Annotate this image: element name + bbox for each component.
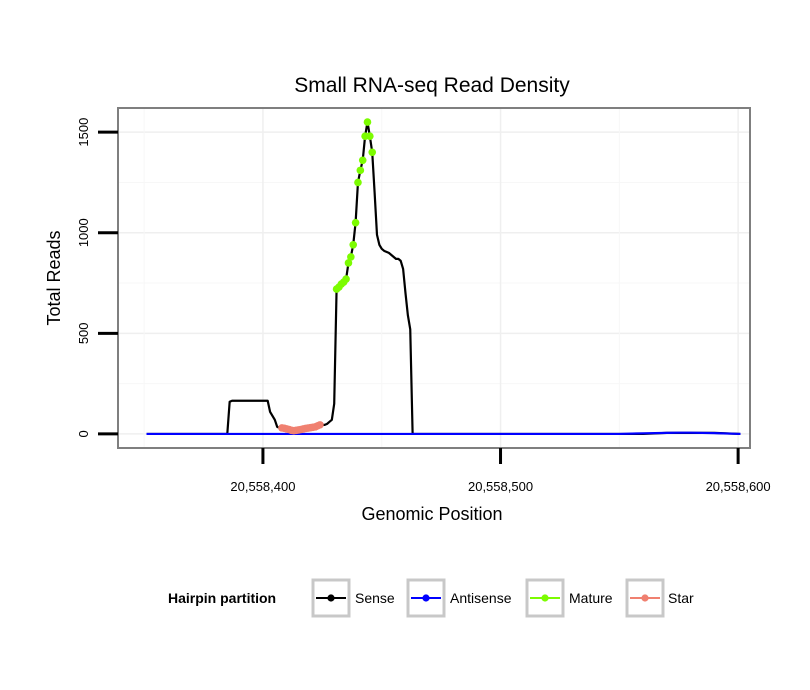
y-tick-label: 1000 <box>76 218 91 247</box>
x-axis-title: Genomic Position <box>361 504 502 524</box>
x-tick-label: 20,558,600 <box>706 479 771 494</box>
x-tick-label: 20,558,500 <box>468 479 533 494</box>
data-point-mature <box>351 218 360 227</box>
data-point-mature <box>342 275 350 283</box>
y-axis-title: Total Reads <box>44 230 64 325</box>
y-tick-label: 500 <box>76 322 91 344</box>
data-point-mature <box>368 148 377 157</box>
data-point-mature <box>358 156 367 165</box>
series-antisense <box>146 431 741 436</box>
legend-label: Mature <box>569 590 613 606</box>
legend: Hairpin partition Sense Antisense Mature St… <box>168 578 694 618</box>
plot-panel <box>117 107 751 449</box>
legend-key-marker <box>641 594 649 602</box>
y-tick-label: 0 <box>76 430 91 437</box>
legend-title: Hairpin partition <box>168 590 276 606</box>
series-star <box>278 421 324 435</box>
legend-key-marker <box>541 594 549 602</box>
series-sense <box>146 120 741 436</box>
legend-label: Sense <box>355 590 395 606</box>
data-point-mature <box>363 118 372 126</box>
data-point-mature <box>344 259 353 267</box>
x-tick-label: 20,558,400 <box>230 479 295 494</box>
data-point-mature <box>366 132 374 140</box>
legend-label: Star <box>668 590 694 606</box>
data-point-mature <box>356 166 365 175</box>
legend-entry-mature: Mature <box>525 578 613 618</box>
series-mature <box>332 118 377 293</box>
legend-key-marker <box>422 594 430 602</box>
y-tick-label: 1500 <box>76 118 91 147</box>
chart-title: Small RNA-seq Read Density <box>294 74 570 97</box>
series-line-antisense <box>146 431 741 436</box>
legend-key-marker <box>327 594 335 602</box>
data-point-mature <box>347 253 355 261</box>
legend-entry-antisense: Antisense <box>406 578 512 618</box>
series-line-sense <box>146 120 741 436</box>
legend-entry-star: Star <box>625 578 694 618</box>
axes: 20,558,400 20,558,500 20,558,600 0 500 1000 15… <box>76 118 771 494</box>
data-point-mature <box>349 241 358 249</box>
legend-label: Antisense <box>450 590 512 606</box>
legend-entry-sense: Sense <box>311 578 395 618</box>
series-layer <box>146 118 741 436</box>
grid <box>118 108 750 448</box>
data-point-star <box>316 421 324 429</box>
data-point-mature <box>354 178 362 187</box>
